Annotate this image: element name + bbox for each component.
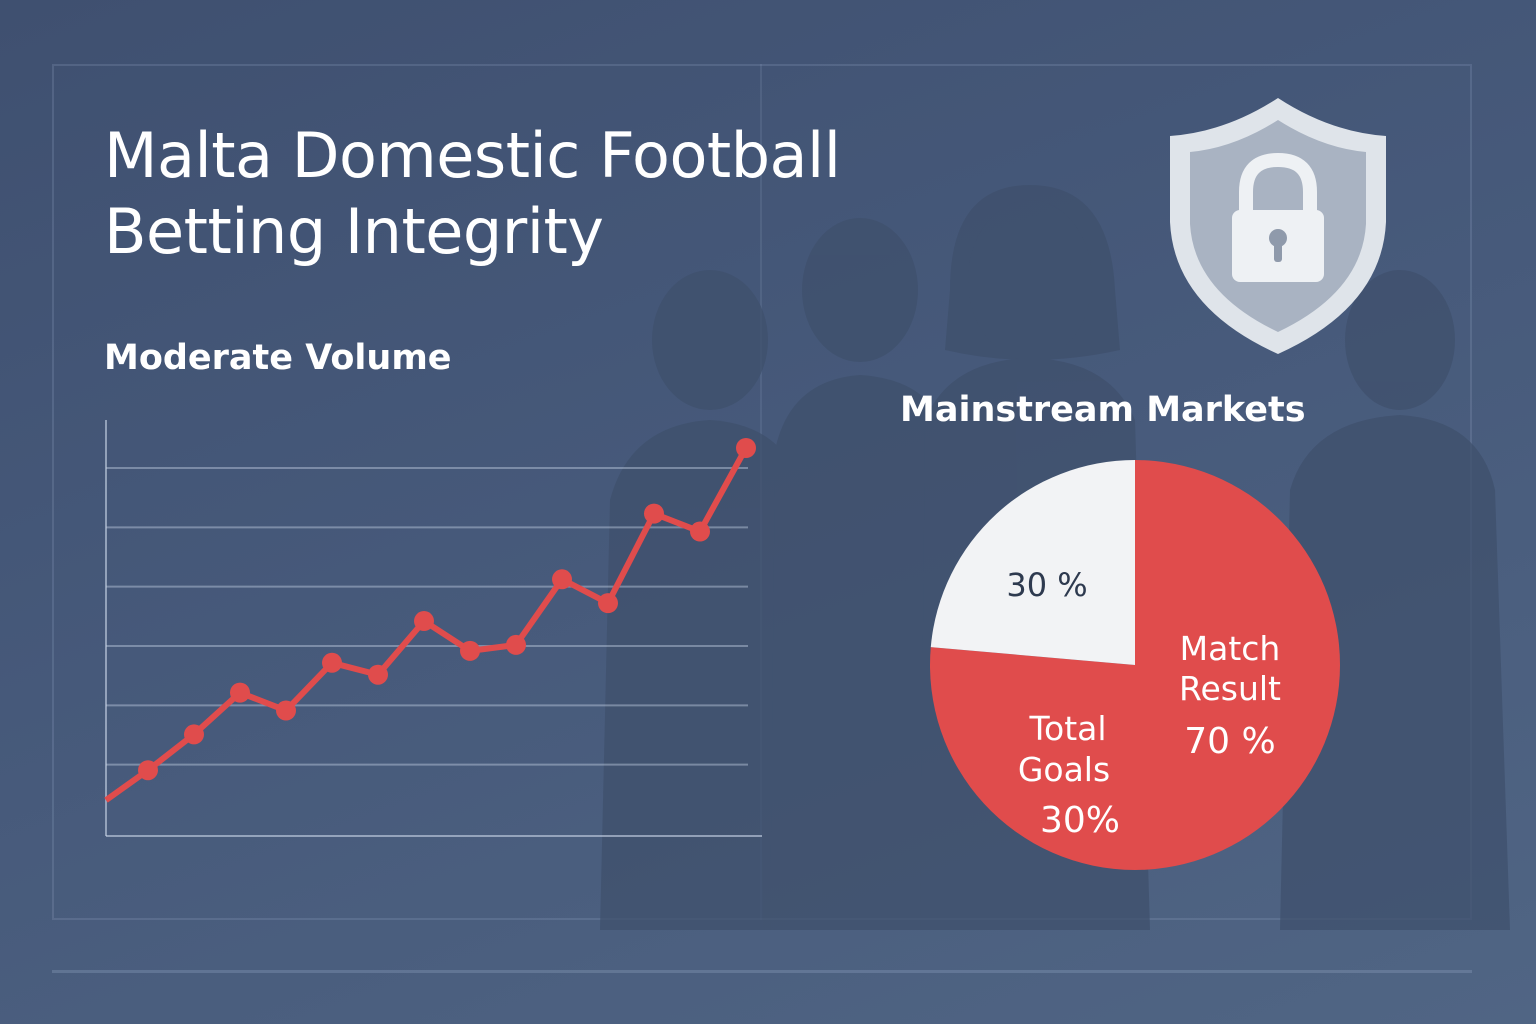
slice-label-total-goals: Goals (1018, 750, 1110, 789)
data-point (460, 640, 480, 661)
slice-label-match-result: Match (1180, 629, 1281, 668)
data-point (322, 652, 342, 673)
shield-lock-icon (1170, 98, 1386, 354)
data-point (184, 724, 204, 745)
data-point (506, 634, 526, 655)
bottom-rule (52, 970, 1472, 973)
data-point (138, 760, 158, 781)
pie-slice-total-goals (930, 647, 1135, 870)
data-point (598, 593, 618, 614)
slice-value-total-goals: 30% (1040, 800, 1120, 841)
data-point (368, 664, 388, 685)
slice-label-match-result: Result (1179, 669, 1281, 708)
data-point (552, 569, 572, 590)
pie-chart-title: Mainstream Markets (900, 390, 1306, 430)
page-title: Malta Domestic Football Betting Integrit… (104, 119, 841, 268)
data-point (736, 438, 756, 458)
line-chart (104, 420, 762, 837)
data-point (414, 611, 434, 632)
data-point (276, 700, 296, 721)
slice-label-total-goals: Total (1028, 709, 1106, 748)
data-point (644, 503, 664, 524)
line-chart-title: Moderate Volume (104, 338, 452, 378)
pie-slice-match-result (1135, 460, 1340, 870)
slice-value-other: 30 % (1006, 566, 1087, 604)
pie-slice-other (930, 460, 1135, 665)
slice-value-match-result: 70 % (1184, 721, 1275, 762)
data-point (230, 682, 250, 703)
data-point (690, 521, 710, 542)
